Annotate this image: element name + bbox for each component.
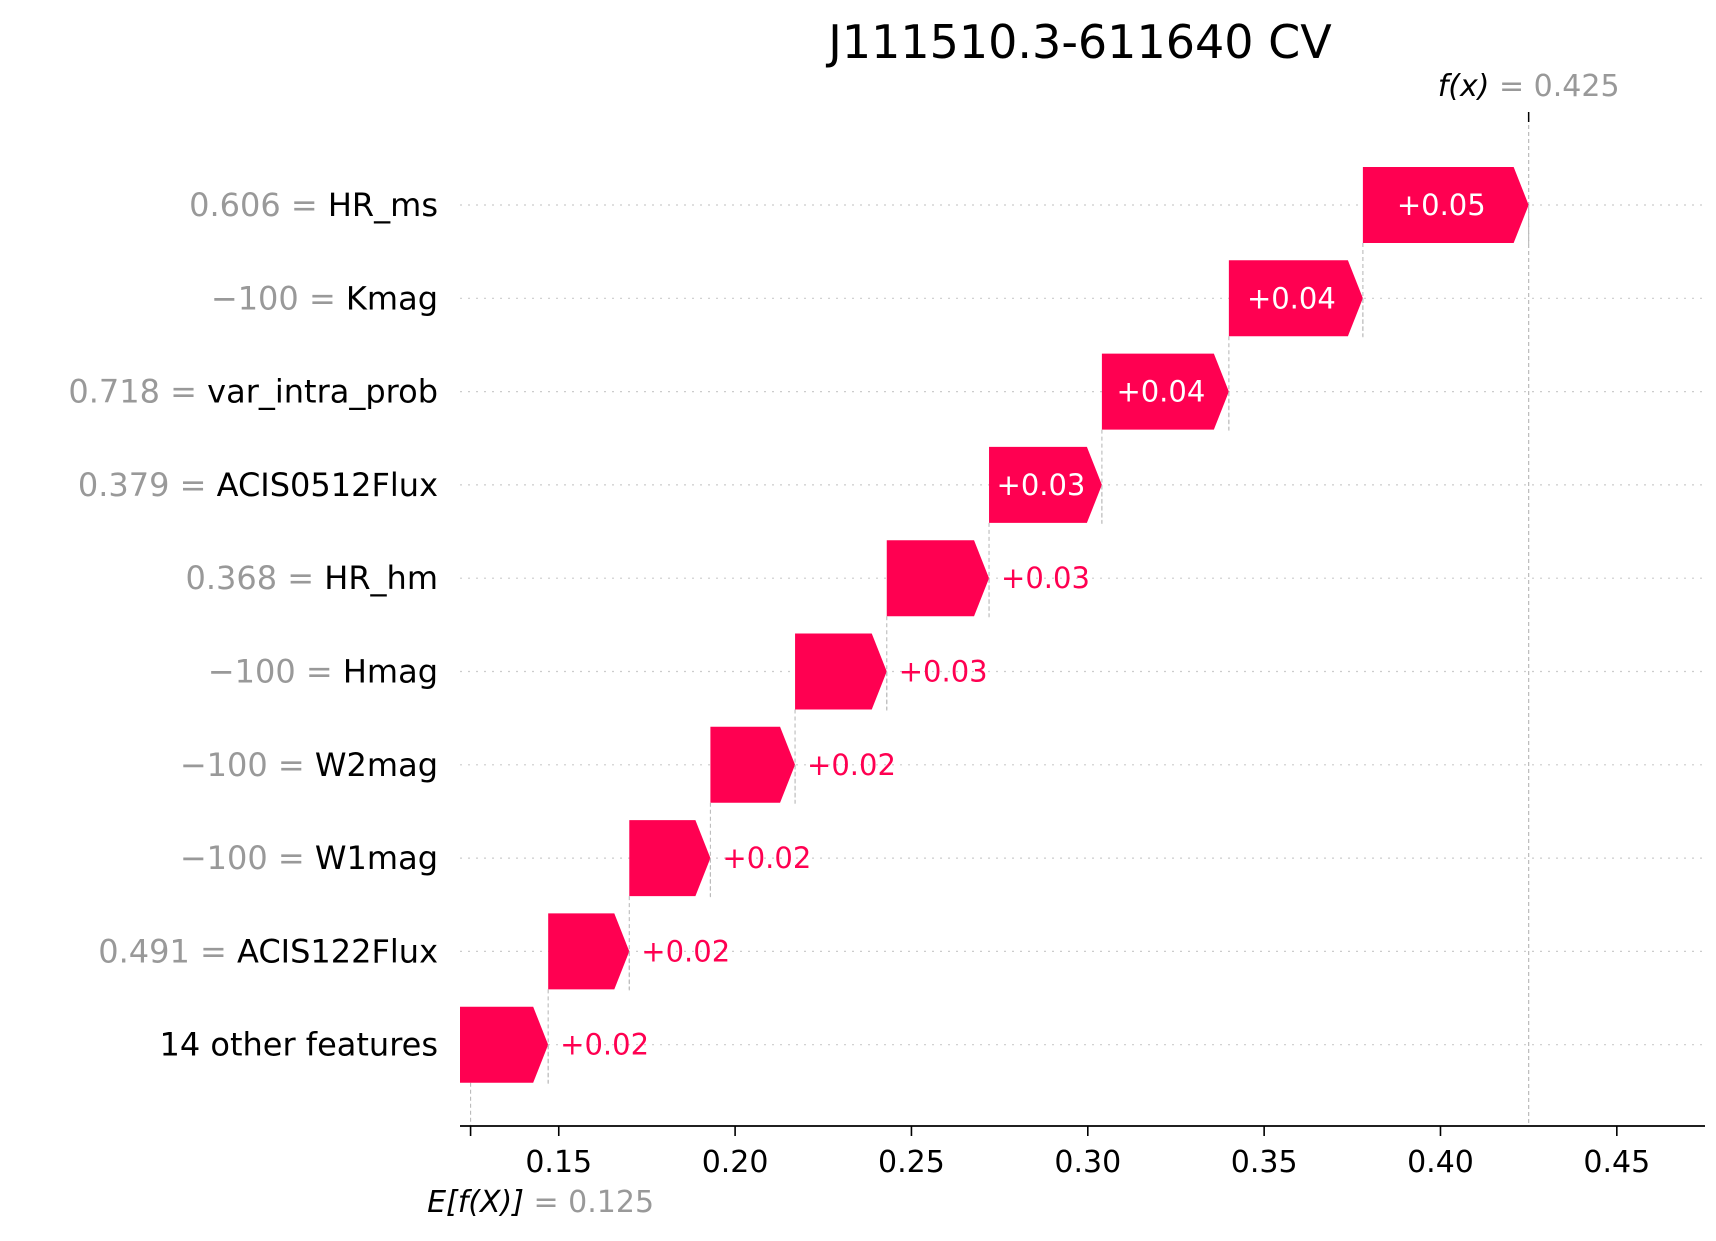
feature-label: 14 other features — [159, 1026, 438, 1064]
fx-annotation: f(x) = 0.425 — [1438, 69, 1620, 104]
bar-ACIS0512Flux — [989, 446, 1102, 523]
bar-W1mag — [629, 820, 711, 897]
x-axis: 0.15 0.20 0.25 0.30 0.35 0.40 0.45 — [460, 1125, 1705, 1180]
feature-name: var_intra_prob — [207, 373, 438, 411]
feature-name: HR_ms — [328, 186, 438, 224]
bar-HR_ms — [1362, 167, 1529, 243]
x-tick-label: 0.30 — [1054, 1145, 1121, 1180]
fx-value: = 0.425 — [1499, 69, 1620, 104]
bars-layer: +0.05 +0.04 +0.04 +0.03 +0.03 +0.03 +0.02 +0.02… — [460, 167, 1530, 1086]
feature-value: 0.718 = — [68, 373, 207, 411]
chart-title: J111510.3-611640 CV — [825, 15, 1332, 69]
bar-value-label: +0.03 — [1001, 561, 1090, 595]
feature-value: 0.379 = — [78, 466, 217, 504]
feature-label: −100 = Kmag — [211, 279, 438, 317]
x-tick-label: 0.20 — [702, 1145, 769, 1180]
feature-name: HR_hm — [324, 559, 438, 597]
bar-value-label: +0.05 — [1397, 188, 1486, 222]
feature-value: 0.491 = — [98, 932, 237, 970]
feature-label: −100 = W1mag — [180, 839, 438, 877]
feature-name: ACIS122Flux — [237, 932, 438, 970]
feature-value: 0.606 = — [189, 186, 328, 224]
feature-value: −100 = — [208, 653, 343, 691]
bar-value-label: +0.04 — [1247, 281, 1336, 315]
bar-14-other-features — [460, 1006, 549, 1083]
bar-value-label: +0.03 — [997, 468, 1086, 502]
bar-Hmag — [795, 633, 887, 710]
fx-label: f(x) — [1438, 69, 1499, 104]
feature-name: ACIS0512Flux — [217, 466, 438, 504]
feature-label: 0.606 = HR_ms — [189, 186, 438, 224]
x-tick-label: 0.15 — [525, 1145, 592, 1180]
bar-value-label: +0.02 — [722, 841, 811, 875]
bar-W2mag — [710, 726, 796, 803]
feature-value: 0.368 = — [185, 559, 324, 597]
bar-value-label: +0.02 — [641, 934, 730, 968]
bar-value-label: +0.03 — [899, 655, 988, 689]
feature-label: 0.368 = HR_hm — [185, 559, 438, 597]
feature-name: W1mag — [315, 839, 438, 877]
feature-label: 0.491 = ACIS122Flux — [98, 932, 438, 970]
x-tick-label: 0.40 — [1407, 1145, 1474, 1180]
x-tick-label: 0.25 — [878, 1145, 945, 1180]
grid-layer — [460, 112, 1705, 1126]
feature-label: 0.718 = var_intra_prob — [68, 373, 438, 411]
bar-var_intra_prob — [1101, 353, 1229, 430]
x-tick-label: 0.35 — [1231, 1145, 1298, 1180]
feature-value: −100 = — [180, 746, 315, 784]
feature-name: Kmag — [346, 279, 438, 317]
bar-value-label: +0.02 — [807, 748, 896, 782]
bar-Kmag — [1228, 260, 1363, 337]
feature-labels: 0.606 = HR_ms −100 = Kmag 0.718 = var_intr… — [68, 186, 438, 1064]
feature-label: 0.379 = ACIS0512Flux — [78, 466, 438, 504]
feature-name: W2mag — [315, 746, 438, 784]
feature-label: −100 = W2mag — [180, 746, 438, 784]
bar-value-label: +0.04 — [1116, 375, 1205, 409]
x-tick-label: 0.45 — [1583, 1145, 1650, 1180]
feature-value: −100 = — [180, 839, 315, 877]
base-label: E[f(X)] — [427, 1185, 533, 1220]
bar-ACIS122Flux — [548, 913, 630, 990]
bar-value-label: +0.02 — [560, 1028, 649, 1062]
bar-HR_hm — [886, 540, 990, 617]
feature-value: −100 = — [211, 279, 346, 317]
annotations: f(x) = 0.425 E[f(X)] = 0.125 — [427, 69, 1619, 1220]
base-value: = 0.125 — [534, 1185, 655, 1220]
feature-name: 14 other features — [159, 1026, 438, 1064]
feature-label: −100 = Hmag — [208, 653, 438, 691]
feature-name: Hmag — [343, 653, 438, 691]
base-annotation: E[f(X)] = 0.125 — [427, 1185, 654, 1220]
